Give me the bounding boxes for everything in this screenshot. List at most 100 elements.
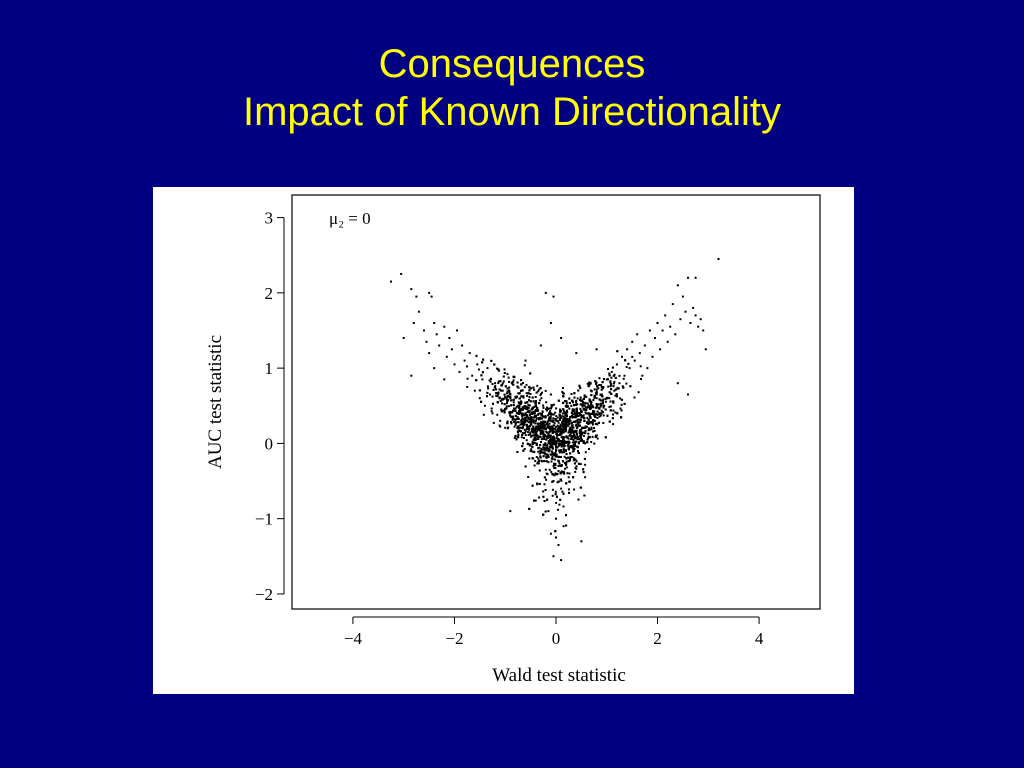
scatter-point bbox=[612, 401, 615, 404]
scatter-point bbox=[547, 432, 550, 435]
scatter-point bbox=[544, 489, 547, 491]
scatter-point bbox=[542, 443, 545, 446]
scatter-point bbox=[568, 423, 571, 426]
scatter-point bbox=[581, 426, 583, 429]
scatter-point bbox=[564, 400, 566, 403]
scatter-point bbox=[530, 421, 532, 424]
scatter-point bbox=[522, 421, 525, 424]
scatter-point bbox=[515, 406, 518, 409]
scatter-point bbox=[549, 417, 552, 420]
scatter-point bbox=[595, 434, 597, 437]
scatter-point bbox=[590, 394, 593, 397]
scatter-point bbox=[539, 456, 542, 459]
scatter-point bbox=[550, 470, 553, 473]
scatter-point bbox=[531, 450, 534, 453]
scatter-point bbox=[542, 448, 545, 451]
scatter-point bbox=[476, 363, 479, 366]
scatter-point bbox=[574, 420, 577, 423]
scatter-point bbox=[503, 393, 506, 396]
scatter-point bbox=[559, 439, 562, 442]
scatter-point bbox=[612, 400, 615, 403]
scatter-point bbox=[580, 431, 583, 434]
scatter-point bbox=[524, 412, 527, 415]
scatter-point bbox=[577, 452, 580, 454]
scatter-point bbox=[521, 412, 524, 415]
scatter-point bbox=[612, 374, 615, 377]
scatter-point bbox=[587, 418, 590, 421]
scatter-point bbox=[561, 412, 564, 415]
plot-annotation: μ₂ = 0 bbox=[329, 209, 371, 228]
scatter-point bbox=[584, 430, 587, 433]
scatter-point bbox=[593, 388, 596, 391]
scatter-point bbox=[547, 408, 549, 410]
scatter-point bbox=[610, 388, 613, 391]
scatter-point bbox=[519, 408, 522, 411]
scatter-point bbox=[596, 423, 599, 426]
scatter-points bbox=[390, 258, 720, 562]
scatter-point bbox=[633, 359, 636, 362]
scatter-point bbox=[522, 395, 525, 398]
scatter-point bbox=[626, 348, 629, 351]
scatter-point bbox=[551, 426, 554, 429]
scatter-point bbox=[534, 427, 537, 430]
scatter-point bbox=[510, 416, 513, 418]
scatter-point bbox=[512, 404, 515, 407]
scatter-point bbox=[433, 322, 436, 324]
scatter-point bbox=[588, 448, 590, 450]
scatter-point bbox=[562, 449, 565, 452]
scatter-point bbox=[508, 381, 511, 383]
scatter-point bbox=[669, 325, 672, 328]
x-axis: −4 −2 0 2 4 bbox=[344, 616, 764, 648]
scatter-point bbox=[557, 508, 559, 511]
scatter-point bbox=[524, 405, 527, 408]
scatter-point bbox=[562, 505, 565, 508]
scatter-point bbox=[518, 410, 520, 413]
scatter-point bbox=[536, 434, 539, 437]
slide-title-line-2: Impact of Known Directionality bbox=[242, 90, 781, 134]
scatter-point bbox=[582, 441, 585, 444]
scatter-point bbox=[550, 444, 553, 446]
scatter-point bbox=[595, 393, 598, 396]
scatter-point bbox=[538, 388, 541, 391]
scatter-point bbox=[587, 429, 590, 432]
scatter-point bbox=[534, 404, 537, 407]
scatter-point bbox=[543, 426, 546, 428]
scatter-point bbox=[589, 417, 592, 419]
scatter-point bbox=[544, 453, 547, 456]
scatter-point bbox=[537, 438, 540, 440]
scatter-point bbox=[556, 420, 559, 423]
scatter-point bbox=[694, 314, 697, 317]
scatter-point bbox=[595, 381, 598, 384]
scatter-point bbox=[533, 431, 536, 434]
scatter-point bbox=[498, 424, 501, 427]
scatter-point bbox=[590, 412, 593, 415]
scatter-point bbox=[555, 442, 558, 444]
scatter-point bbox=[592, 419, 594, 422]
scatter-point bbox=[574, 413, 577, 416]
scatter-point bbox=[557, 470, 560, 473]
scatter-point bbox=[555, 536, 557, 539]
scatter-point bbox=[531, 484, 534, 487]
scatter-point bbox=[530, 418, 533, 421]
scatter-point bbox=[584, 409, 587, 411]
scatter-point bbox=[551, 439, 554, 442]
scatter-point bbox=[534, 396, 537, 398]
scatter-point bbox=[570, 393, 573, 395]
scatter-point bbox=[514, 422, 517, 425]
scatter-point bbox=[540, 413, 543, 416]
scatter-point bbox=[471, 374, 474, 377]
scatter-point bbox=[518, 404, 521, 407]
scatter-point bbox=[551, 447, 554, 450]
scatter-point bbox=[684, 310, 687, 313]
scatter-point bbox=[568, 491, 570, 494]
scatter-point bbox=[539, 431, 542, 434]
scatter-point bbox=[529, 449, 532, 452]
scatter-point bbox=[539, 387, 542, 390]
scatter-point bbox=[531, 406, 534, 409]
scatter-point bbox=[531, 408, 534, 410]
scatter-point bbox=[524, 430, 527, 433]
scatter-point bbox=[531, 440, 534, 443]
scatter-point bbox=[558, 462, 561, 465]
figure-panel: μ₂ = 0 Wald test statistic AUC test stat… bbox=[153, 187, 854, 694]
scatter-point bbox=[567, 456, 570, 459]
